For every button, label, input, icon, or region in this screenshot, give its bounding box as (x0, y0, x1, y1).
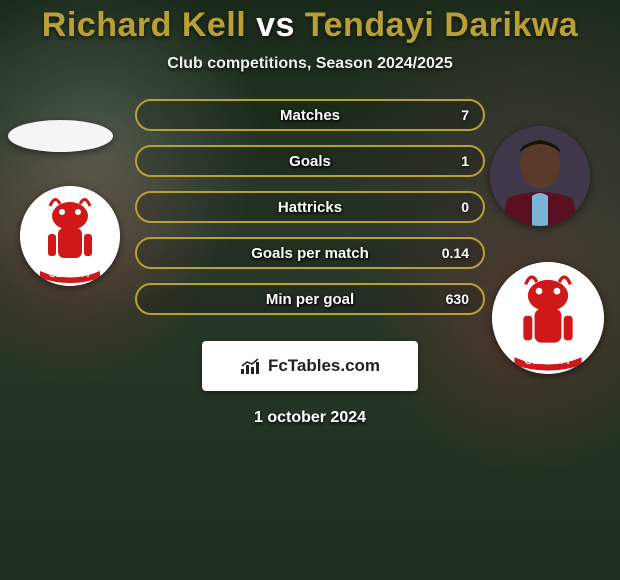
stats-list: Matches 7 Goals 1 Hattricks 0 Goals per … (135, 99, 485, 315)
title-right: Tendayi Darikwa (305, 6, 578, 44)
stat-value: 7 (461, 107, 469, 123)
stat-row: Matches 7 (135, 99, 485, 131)
date-label: 1 october 2024 (254, 409, 366, 427)
stat-value: 0 (461, 199, 469, 215)
stat-row: Hattricks 0 (135, 191, 485, 223)
subtitle: Club competitions, Season 2024/2025 (167, 55, 452, 73)
title-vs: vs (256, 6, 295, 44)
stat-row: Goals 1 (135, 145, 485, 177)
title-left: Richard Kell (42, 6, 246, 44)
stat-row: Min per goal 630 (135, 283, 485, 315)
page-title: Richard Kell vs Tendayi Darikwa (42, 6, 578, 45)
chart-icon (240, 357, 262, 375)
stat-value: 1 (461, 153, 469, 169)
site-badge[interactable]: FcTables.com (202, 341, 418, 391)
stat-label: Goals (289, 153, 331, 170)
content-wrapper: Richard Kell vs Tendayi Darikwa Club com… (0, 0, 620, 580)
stat-value: 0.14 (442, 245, 469, 261)
stat-row: Goals per match 0.14 (135, 237, 485, 269)
stat-label: Goals per match (251, 245, 369, 262)
stat-label: Matches (280, 107, 340, 124)
stat-label: Min per goal (266, 291, 354, 308)
stat-value: 630 (446, 291, 469, 307)
stat-label: Hattricks (278, 199, 342, 216)
badge-text: FcTables.com (268, 356, 380, 376)
